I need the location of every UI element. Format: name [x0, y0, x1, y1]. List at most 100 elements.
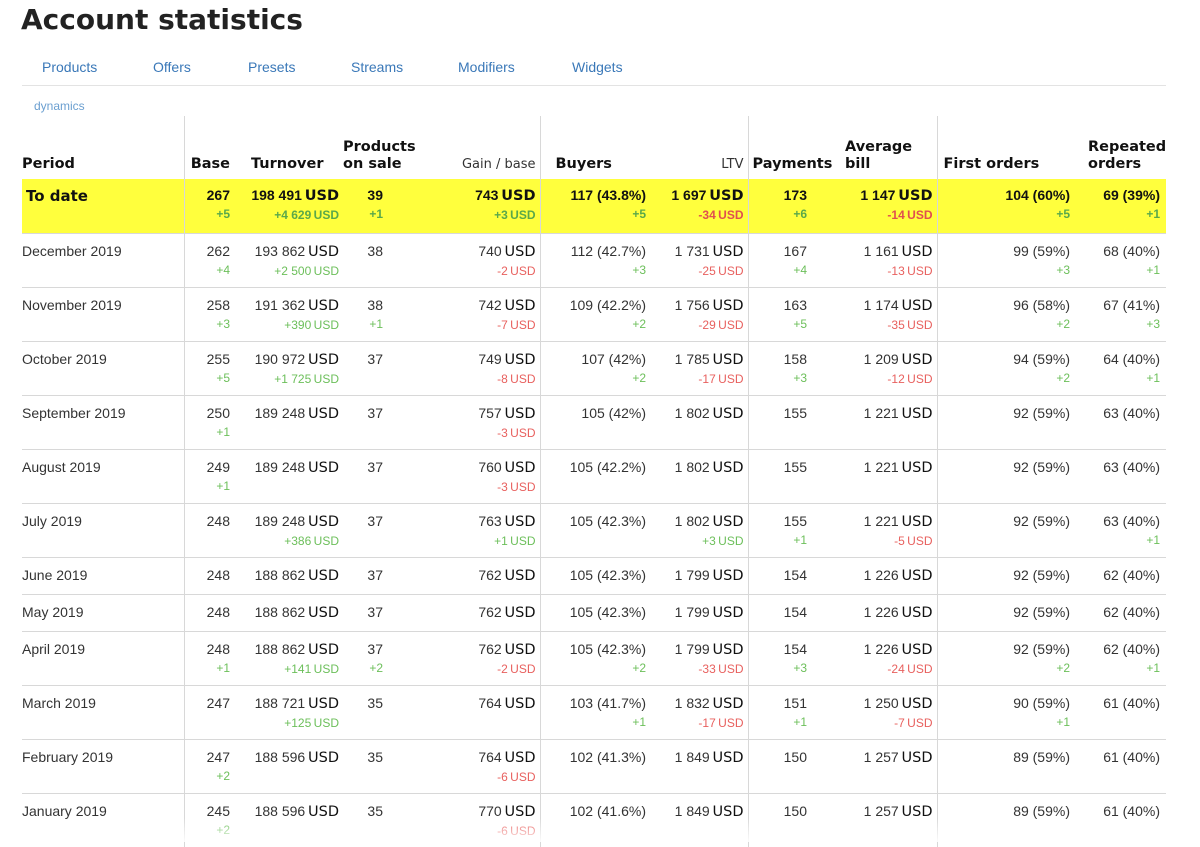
first-change: +1	[938, 714, 1070, 730]
buy-value: 112 (42.7%)	[541, 242, 646, 260]
base-change-number: +1	[216, 660, 230, 675]
rep-change-number: +1	[1146, 207, 1160, 221]
avg-change-number: -13	[887, 263, 905, 278]
avg-value: 1 174 USD	[835, 297, 933, 315]
gain-value: 742 USD	[429, 297, 535, 315]
base-cell: 248 +1	[183, 630, 236, 685]
rep-number: 69 (39%)	[1103, 187, 1160, 203]
first-number: 89 (59%)	[1013, 802, 1070, 819]
prod-cell: 35	[343, 684, 429, 739]
buy-value: 117 (43.8%)	[541, 187, 647, 204]
turn-change: +1 725 USD	[236, 371, 339, 387]
turn-cell: 188 596 USD	[236, 792, 343, 847]
first-change: +3	[938, 262, 1070, 278]
buy-number: 112 (42.7%)	[570, 242, 646, 259]
prod-cell: 35	[343, 792, 429, 847]
rep-number: 61 (40%)	[1103, 802, 1160, 819]
prod-value: 35	[343, 749, 383, 766]
rep-number: 63 (40%)	[1103, 404, 1160, 421]
currency-label: USD	[709, 188, 744, 204]
ltv-value: 1 697 USD	[647, 187, 744, 205]
prod-number: 37	[367, 350, 383, 367]
dynamics-link[interactable]: dynamics	[34, 99, 85, 113]
currency-label: USD	[510, 533, 536, 548]
ltv-cell: 1 799 USD -33 USD	[647, 630, 748, 685]
pay-number: 151	[783, 694, 807, 711]
base-number: 248	[206, 566, 230, 583]
currency-label: USD	[901, 695, 933, 712]
tab-modifiers[interactable]: Modifiers	[458, 59, 515, 75]
pay-cell: 173 +6	[747, 179, 835, 233]
turn-value: 188 862 USD	[236, 567, 339, 585]
tab-products[interactable]: Products	[42, 59, 98, 75]
col-turnover: Turnover	[236, 116, 343, 179]
buy-cell: 105 (42.3%)	[539, 593, 647, 631]
currency-label: USD	[308, 405, 339, 422]
first-change-number: +2	[1056, 660, 1070, 675]
avg-cell: 1 250 USD -7 USD	[835, 684, 937, 739]
pay-value: 155	[749, 405, 807, 422]
tab-streams[interactable]: Streams	[351, 59, 404, 75]
base-number: 258	[206, 296, 230, 313]
col-ltv: LTV	[647, 116, 748, 179]
rep-change: +1	[1078, 370, 1160, 386]
pay-number: 163	[783, 296, 807, 313]
turn-change-number: +141	[284, 661, 312, 676]
tab-bar: Products Offers Presets Streams Modifier…	[22, 56, 1166, 86]
buy-change-number: +2	[632, 370, 646, 385]
table-row: February 2019 247 +2 188 596 USD 35 764 USD -6…	[22, 738, 1166, 793]
currency-label: USD	[718, 371, 744, 386]
pay-change: +3	[749, 370, 807, 386]
tab-presets[interactable]: Presets	[248, 59, 296, 75]
turn-cell: 188 596 USD	[236, 738, 343, 793]
base-change-number: +2	[216, 822, 230, 837]
first-change-number: +5	[1056, 207, 1070, 221]
turn-value: 188 596 USD	[236, 749, 339, 767]
first-value: 92 (59%)	[938, 459, 1070, 476]
first-value: 99 (59%)	[938, 243, 1070, 260]
avg-number: 1 221	[863, 404, 899, 421]
ltv-cell: 1 849 USD	[647, 738, 748, 793]
pay-value: 158	[749, 351, 807, 368]
rep-number: 64 (40%)	[1103, 350, 1160, 367]
pay-value: 163	[749, 296, 807, 314]
avg-number: 1 221	[863, 512, 899, 529]
buy-cell: 105 (42.3%)	[539, 556, 647, 594]
buy-number: 103 (41.7%)	[569, 694, 646, 711]
rep-number: 61 (40%)	[1103, 748, 1160, 765]
first-number: 104 (60%)	[1005, 187, 1070, 203]
tab-offers[interactable]: Offers	[153, 59, 191, 75]
col-repeated-label-1: Repeated	[1088, 139, 1166, 155]
prod-cell: 37	[343, 448, 429, 503]
pay-number: 155	[783, 512, 807, 529]
gain-value: 770 USD	[429, 803, 536, 821]
ltv-cell: 1 785 USD -17 USD	[647, 340, 748, 395]
rep-change-number: +1	[1146, 262, 1160, 277]
tab-widgets[interactable]: Widgets	[572, 59, 623, 75]
rep-change: +1	[1078, 262, 1160, 278]
turn-value: 190 972 USD	[236, 351, 339, 369]
currency-label: USD	[504, 803, 536, 820]
avg-value: 1 257 USD	[835, 749, 933, 767]
ltv-cell: 1 799 USD	[647, 593, 748, 631]
turn-value: 188 596 USD	[236, 803, 339, 821]
rep-cell: 63 (40%)	[1078, 448, 1166, 503]
base-cell: 267 +5	[183, 179, 236, 233]
ltv-value: 1 799 USD	[647, 567, 744, 585]
ltv-change: -17 USD	[647, 715, 743, 731]
gain-change: -8 USD	[429, 371, 535, 387]
prod-value: 35	[343, 695, 383, 712]
ltv-change-number: -33	[698, 661, 716, 676]
currency-label: USD	[308, 243, 339, 260]
currency-label: USD	[901, 513, 933, 530]
currency-label: USD	[504, 749, 536, 766]
avg-value: 1 257 USD	[835, 803, 933, 821]
pay-value: 151	[749, 694, 807, 712]
buy-change: +5	[541, 206, 646, 222]
currency-label: USD	[901, 351, 933, 368]
ltv-number: 1 849	[674, 802, 710, 819]
gain-number: 740	[478, 242, 502, 259]
pay-value: 150	[749, 803, 807, 820]
avg-cell: 1 226 USD -24 USD	[835, 630, 937, 685]
currency-label: USD	[308, 641, 339, 658]
